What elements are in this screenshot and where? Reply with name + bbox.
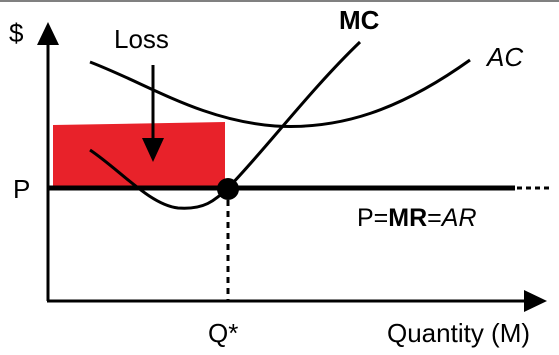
loss-area <box>53 122 225 188</box>
price-label: P <box>13 174 30 204</box>
q-star-label: Q* <box>208 318 238 348</box>
x-axis-arrow <box>524 290 547 312</box>
y-axis-arrow <box>37 22 59 45</box>
mc-curve <box>89 40 362 210</box>
ac-curve <box>89 58 471 128</box>
loss-arrow-head <box>142 138 164 162</box>
loss-label: Loss <box>114 24 169 54</box>
demand-label-eq: = <box>427 204 442 232</box>
demand-label-mr: MR <box>388 204 427 232</box>
demand-label-p: P= <box>357 204 388 232</box>
demand-label-ar: AR <box>440 204 477 232</box>
equilibrium-point <box>217 178 239 200</box>
x-axis-label: Quantity (M) <box>387 318 530 348</box>
demand-label: P=MR=AR <box>357 204 477 232</box>
y-axis-label: $ <box>9 18 24 48</box>
ac-label: AC <box>485 42 523 72</box>
mc-label: MC <box>339 5 380 35</box>
